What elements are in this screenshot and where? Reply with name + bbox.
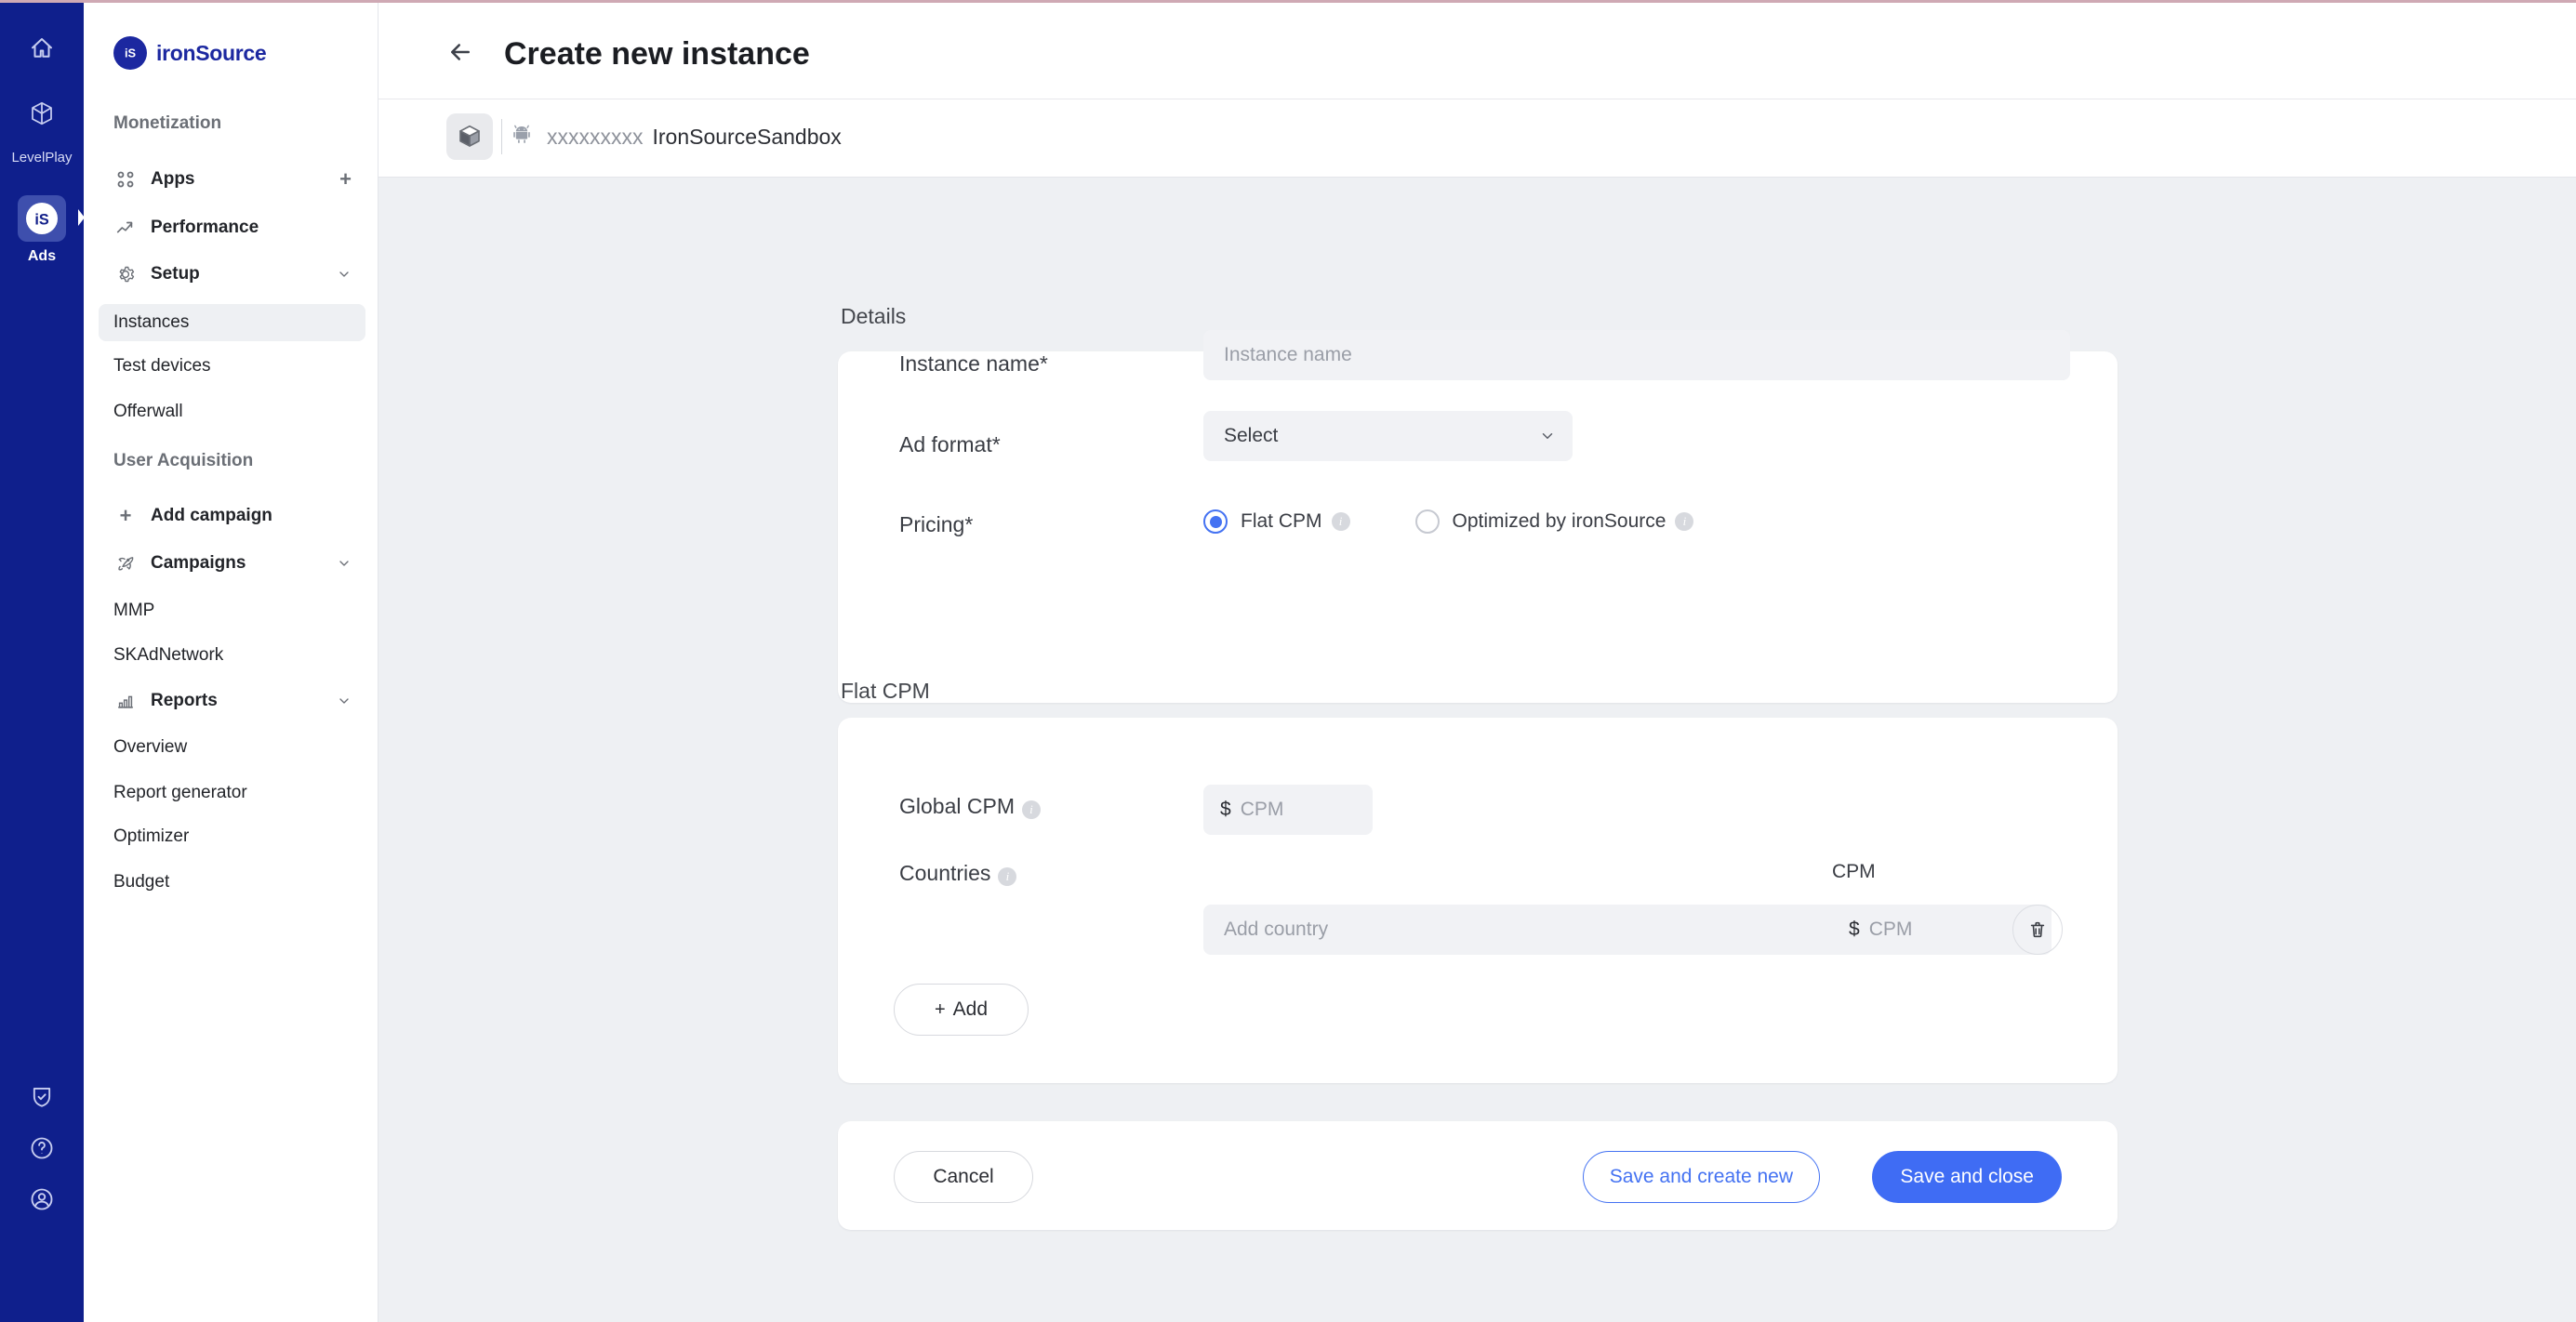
svg-text:iS: iS bbox=[34, 211, 49, 228]
svg-text:iS: iS bbox=[125, 46, 137, 60]
